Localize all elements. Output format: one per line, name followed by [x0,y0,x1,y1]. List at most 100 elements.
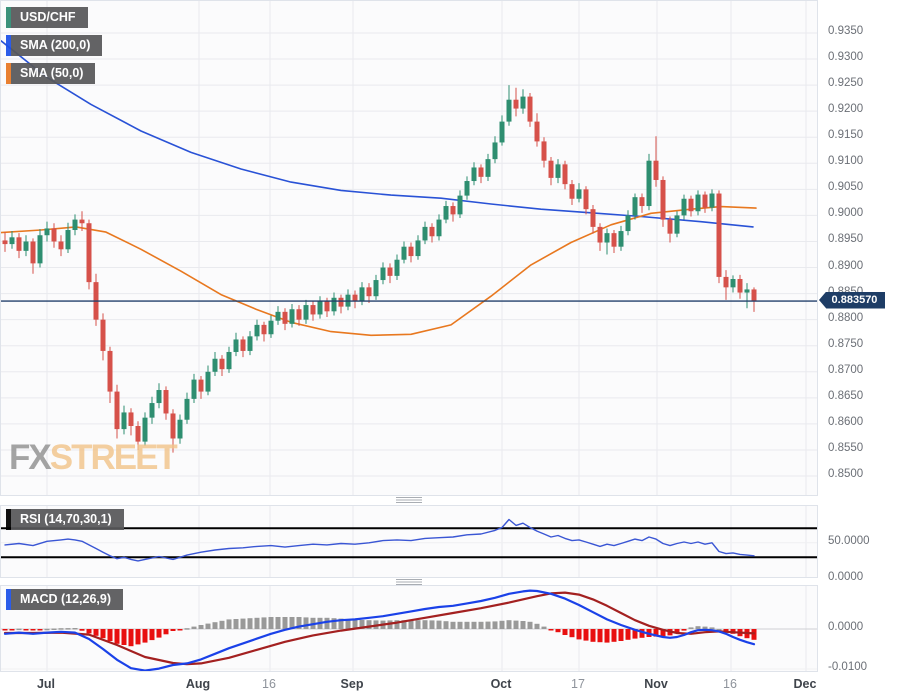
candle-body [681,198,687,216]
macd-histogram-bar [30,629,36,631]
candle-body [562,164,568,185]
time-axis-label: 16 [723,677,737,691]
macd-histogram-bar [464,621,470,629]
candle-body [198,379,204,392]
candle-body [660,179,666,220]
price-axis-label: 0.9050 [828,181,864,194]
candle-body [744,289,750,293]
candlestick-chart[interactable] [1,1,817,495]
rsi-indicator-label[interactable]: RSI (14,70,30,1) [6,509,124,530]
candle-body [184,398,190,420]
candle-body [310,305,316,315]
time-axis-label: Nov [644,677,668,691]
candle-body [247,336,253,351]
rsi-panel[interactable]: RSI (14,70,30,1) [0,505,818,578]
candle-body [639,197,645,207]
price-axis-label: 0.8900 [828,259,864,272]
macd-histogram-bar [37,629,43,631]
candle-body [366,287,372,297]
price-axis[interactable]: 0.883570 0.9350 0.9300 0.9250 0.9200 0.9150 0… [818,0,898,697]
symbol-color-strip [6,7,11,28]
rsi-axis-label: 50.0000 [828,534,870,547]
rsi-label-text: RSI (14,70,30,1) [11,509,124,530]
candle-body [436,219,442,237]
macd-panel-resize-handle[interactable] [396,579,422,588]
price-chart-panel[interactable]: USD/CHF SMA (200,0) SMA (50,0) FXSTREET [0,0,818,496]
price-axis-label: 0.8800 [828,311,864,324]
price-axis-label: 0.8550 [828,441,864,454]
macd-histogram-bar [338,618,344,629]
candle-body [317,301,323,315]
rsi-chart[interactable] [1,506,817,577]
macd-main-line [3,589,756,671]
macd-histogram-bar [618,629,624,641]
macd-histogram-bar [695,626,701,629]
time-axis[interactable]: Jul Aug 16 Sep Oct 17 Nov 16 Dec [0,672,818,697]
rsi-line [4,518,755,562]
rsi-panel-resize-handle[interactable] [396,497,422,506]
macd-histogram-bar [548,629,554,631]
candle-body [240,339,246,351]
candle-body [163,390,169,414]
candle-body [289,309,295,324]
macd-histogram-bar [611,629,617,642]
candle-body [135,425,141,442]
candle-body [590,209,596,227]
macd-histogram-bar [471,621,477,629]
candle-body [520,96,526,109]
legend-sma200[interactable]: SMA (200,0) [6,35,103,56]
price-axis-label: 0.8750 [828,337,864,350]
candle-body [324,301,330,312]
sma200-label: SMA (200,0) [11,35,103,56]
candle-body [464,181,470,196]
candle-body [65,230,71,250]
candle-body [443,206,449,220]
candle-body [9,237,15,245]
candle-body [233,339,239,352]
macd-histogram-bar [639,629,645,638]
macd-histogram-bar [296,617,302,629]
candle-body [331,297,337,312]
macd-axis-label: 0.0000 [828,621,864,633]
candle-body [191,379,197,399]
candle-body [408,246,414,257]
price-axis-label: 0.9100 [828,155,864,168]
macd-histogram-bar [254,617,260,629]
macd-histogram-bar [114,629,120,644]
candle-body [401,246,407,260]
rsi-color-strip [6,509,11,530]
legend: USD/CHF SMA (200,0) SMA (50,0) [6,7,103,91]
macd-histogram-bar [478,621,484,629]
macd-histogram-bar [352,619,358,629]
candle-body [58,241,64,250]
legend-symbol[interactable]: USD/CHF [6,7,102,28]
macd-label-text: MACD (12,26,9) [11,589,123,610]
candle-body [450,206,456,215]
candle-body [716,193,722,277]
candle-body [51,228,57,242]
symbol-label: USD/CHF [11,7,88,28]
macd-histogram-bar [324,617,330,629]
price-axis-label: 0.9350 [828,25,864,37]
candle-body [394,259,400,276]
macd-histogram-bar [65,628,71,630]
macd-histogram-bar [625,629,631,640]
candle-body [527,96,533,122]
macd-histogram-bar [576,629,582,640]
macd-signal-line [3,591,756,666]
candle-body [485,159,491,177]
candle-body [583,189,589,210]
macd-histogram-bar [72,628,78,630]
candle-body [226,351,232,370]
macd-histogram-bar [688,627,694,629]
price-axis-label: 0.8600 [828,415,864,428]
macd-histogram-bar [128,629,134,647]
candle-body [604,233,610,243]
macd-panel[interactable]: MACD (12,26,9) [0,585,818,672]
legend-sma50[interactable]: SMA (50,0) [6,63,102,84]
macd-histogram-bar [674,629,680,633]
macd-indicator-label[interactable]: MACD (12,26,9) [6,589,123,610]
price-axis-label: 0.9250 [828,77,864,90]
macd-chart[interactable] [1,586,817,671]
